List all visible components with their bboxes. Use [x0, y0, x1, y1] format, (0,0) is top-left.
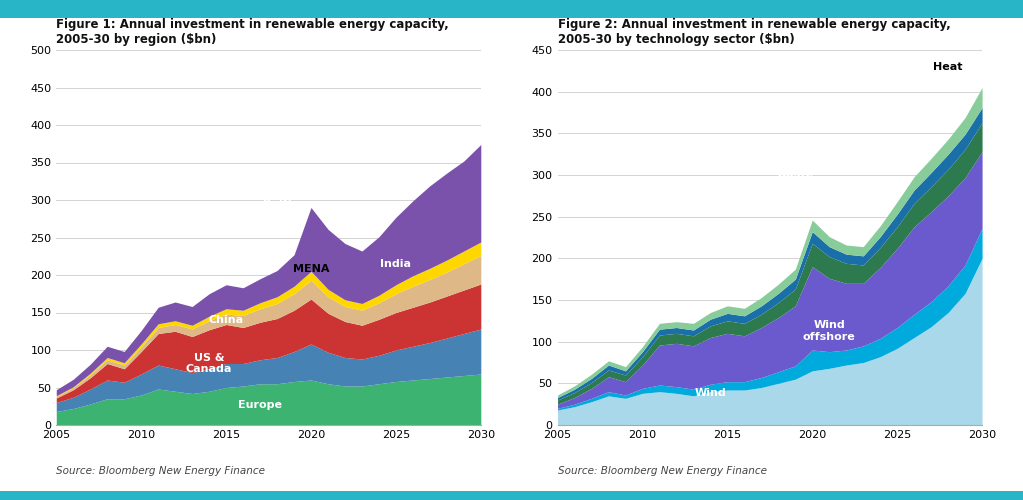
Text: China: China	[209, 315, 243, 325]
Text: Solar: Solar	[728, 276, 760, 286]
Text: Figure 2: Annual investment in renewable energy capacity,
2005-30 by technology : Figure 2: Annual investment in renewable…	[558, 18, 950, 46]
Text: Wind
offshore: Wind offshore	[803, 320, 855, 342]
Text: Source: Bloomberg New Energy Finance: Source: Bloomberg New Energy Finance	[558, 466, 766, 476]
Text: Source: Bloomberg New Energy Finance: Source: Bloomberg New Energy Finance	[56, 466, 265, 476]
Text: US &
Canada: US & Canada	[186, 352, 232, 374]
Text: Heat: Heat	[933, 62, 963, 72]
Text: India: India	[381, 259, 411, 269]
Text: Wind: Wind	[695, 388, 726, 398]
Text: Figure 1: Annual investment in renewable energy capacity,
2005-30 by region ($bn: Figure 1: Annual investment in renewable…	[56, 18, 449, 46]
Text: Europe: Europe	[238, 400, 282, 410]
Text: RoW: RoW	[263, 198, 292, 209]
Text: Biofuels: Biofuels	[889, 114, 939, 124]
Text: MENA: MENA	[293, 264, 329, 274]
Text: Biomass &
waste: Biomass & waste	[762, 158, 828, 179]
